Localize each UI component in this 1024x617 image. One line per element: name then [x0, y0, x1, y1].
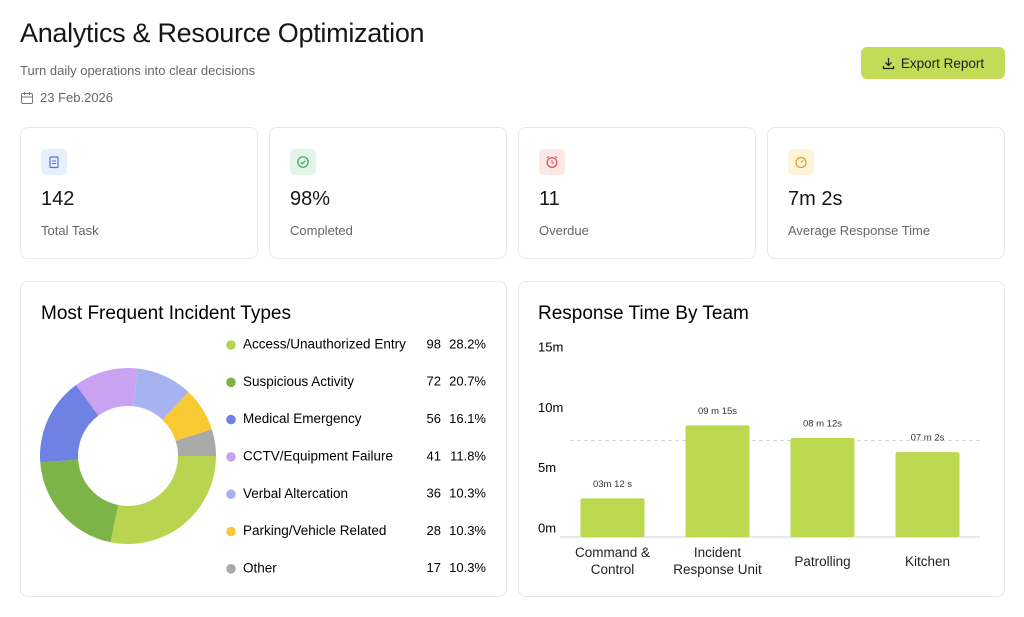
legend-count: 41: [427, 448, 441, 463]
donut-slice: [162, 392, 212, 441]
donut-slice: [110, 456, 216, 544]
stat-icon: [788, 149, 814, 175]
stat-card: 11 Overdue: [518, 127, 756, 259]
legend-count: 72: [427, 374, 441, 389]
legend-label: Parking/Vehicle Related: [243, 523, 386, 538]
download-icon: [882, 57, 894, 69]
stat-card: 142 Total Task: [20, 127, 258, 259]
x-tick-label: Kitchen: [904, 553, 951, 569]
legend-percent: 10.3%: [449, 523, 486, 538]
date-row: 23 Feb.2026: [20, 90, 113, 105]
y-tick-label: 5m: [538, 460, 556, 475]
legend-dot: [226, 414, 236, 425]
export-button[interactable]: Export Report: [861, 47, 1005, 79]
stat-label: Completed: [290, 223, 353, 238]
stat-card: 7m 2s Average Response Time: [767, 127, 1005, 259]
legend-dot: [226, 340, 236, 350]
page-title: Analytics & Resource Optimization: [20, 18, 425, 48]
legend-label: Other: [243, 560, 277, 575]
value-label: 08 m 12s: [803, 419, 842, 430]
legend-label: Medical Emergency: [243, 411, 362, 426]
legend-percent: 10.3%: [449, 486, 486, 501]
legend-count: 17: [427, 560, 441, 575]
legend-count: 36: [427, 486, 441, 501]
bar: [790, 438, 855, 537]
y-tick-label: 15m: [538, 339, 563, 354]
stat-label: Average Response Time: [788, 223, 931, 238]
subtitle: Turn daily operations into clear decisio…: [20, 63, 256, 78]
legend-count: 28: [427, 523, 441, 538]
stat-card: 98% Completed: [269, 127, 507, 259]
value-label: 09 m 15s: [698, 406, 737, 417]
x-tick-label: Command & Control: [574, 545, 651, 577]
value-label: 03m 12 s: [593, 479, 632, 490]
bar: [580, 498, 645, 537]
stat-label: Overdue: [539, 223, 589, 238]
export-label: Export Report: [900, 55, 985, 71]
bar: [895, 452, 960, 537]
bar: [685, 425, 750, 537]
x-tick-label: Incident Response Unit: [673, 545, 762, 577]
legend-percent: 28.2%: [449, 336, 486, 351]
legend-dot: [226, 564, 236, 574]
legend-percent: 10.3%: [449, 560, 486, 575]
x-tick-label: Patrolling: [794, 553, 851, 569]
chart-title: Most Frequent Incident Types: [41, 303, 291, 324]
legend-dot: [226, 526, 236, 537]
legend-dot: [226, 452, 236, 462]
legend-count: 56: [427, 411, 441, 426]
donut-slice: [40, 459, 119, 543]
legend-dot: [226, 489, 236, 500]
stat-icon: [539, 149, 565, 175]
stat-value: 7m 2s: [788, 188, 843, 210]
donut-slice: [133, 368, 189, 420]
y-tick-label: 10m: [538, 400, 563, 415]
bar-card: [518, 281, 1005, 597]
calendar-icon: [21, 91, 33, 104]
legend-label: Access/Unauthorized Entry: [243, 337, 406, 352]
value-label: 07 m 2s: [911, 433, 945, 444]
stat-value: 98%: [290, 188, 331, 210]
chart-title: Response Time By Team: [538, 303, 749, 324]
legend-percent: 11.8%: [450, 448, 486, 463]
legend-label: Verbal Altercation: [243, 486, 348, 501]
donut-slice: [39, 384, 99, 463]
date: 23 Feb.2026: [40, 90, 114, 105]
stat-icon: [41, 149, 67, 175]
donut-slice: [76, 368, 138, 416]
donut-card: [20, 281, 507, 597]
stat-label: Total Task: [41, 223, 99, 238]
donut-slice: [175, 429, 216, 456]
legend-label: Suspicious Activity: [243, 374, 354, 389]
legend-label: CCTV/Equipment Failure: [243, 448, 393, 463]
legend-dot: [226, 377, 236, 388]
stat-value: 11: [539, 188, 560, 210]
legend-count: 98: [427, 336, 441, 351]
stat-value: 142: [41, 188, 75, 210]
legend-percent: 20.7%: [449, 374, 486, 389]
legend-percent: 16.1%: [449, 411, 486, 426]
stat-icon: [290, 149, 316, 175]
y-tick-label: 0m: [538, 520, 556, 535]
